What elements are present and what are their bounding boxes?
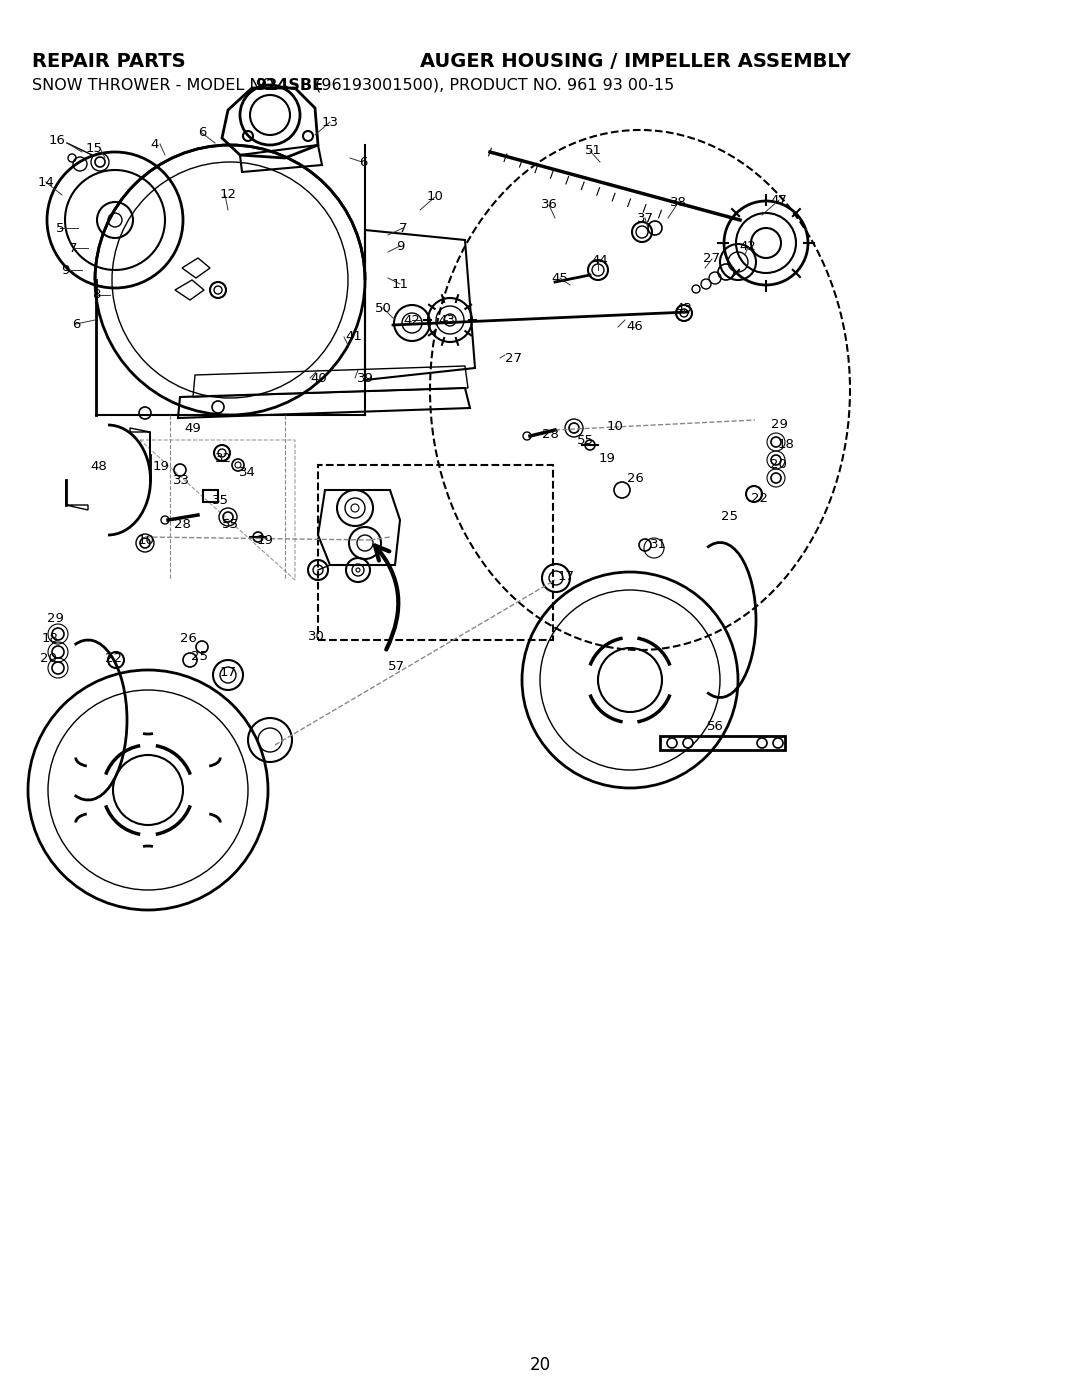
Text: REPAIR PARTS: REPAIR PARTS: [32, 52, 186, 71]
Text: 30: 30: [308, 630, 324, 643]
Text: 27: 27: [703, 253, 720, 265]
Text: 37: 37: [636, 211, 653, 225]
Text: 38: 38: [670, 197, 687, 210]
Text: 34: 34: [239, 467, 256, 479]
Text: 6: 6: [359, 155, 367, 169]
Text: 29: 29: [770, 418, 787, 430]
Text: 5: 5: [56, 222, 64, 235]
Text: 10: 10: [137, 534, 154, 546]
Text: AUGER HOUSING / IMPELLER ASSEMBLY: AUGER HOUSING / IMPELLER ASSEMBLY: [420, 52, 851, 71]
Text: 22: 22: [105, 652, 121, 665]
Text: 11: 11: [391, 278, 408, 291]
Text: 13: 13: [322, 116, 338, 129]
Text: 6: 6: [198, 127, 206, 140]
Text: 28: 28: [174, 518, 190, 531]
Text: 18: 18: [778, 437, 795, 450]
Text: 25: 25: [721, 510, 739, 522]
Text: 42: 42: [740, 240, 756, 253]
Text: 9: 9: [395, 239, 404, 253]
Text: 49: 49: [185, 422, 201, 434]
Text: 48: 48: [91, 460, 107, 472]
Text: 7: 7: [399, 222, 407, 235]
Text: 45: 45: [552, 271, 568, 285]
Text: 19: 19: [598, 451, 616, 464]
Text: 27: 27: [504, 352, 522, 365]
Text: 28: 28: [541, 427, 558, 440]
Text: 29: 29: [46, 612, 64, 624]
Text: 43: 43: [438, 313, 456, 327]
Text: 4: 4: [151, 137, 159, 151]
Text: 26: 26: [179, 631, 197, 644]
Text: 20: 20: [770, 458, 786, 472]
Text: (96193001500), PRODUCT NO. 961 93 00-15: (96193001500), PRODUCT NO. 961 93 00-15: [310, 78, 674, 94]
Text: 16: 16: [49, 134, 66, 147]
Text: 25: 25: [191, 650, 208, 662]
Text: 10: 10: [607, 420, 623, 433]
Text: 9: 9: [60, 264, 69, 277]
Text: 19: 19: [257, 534, 273, 546]
Text: 26: 26: [626, 472, 644, 485]
Text: 36: 36: [541, 198, 557, 211]
Text: 924SBE: 924SBE: [255, 78, 323, 94]
Text: 41: 41: [346, 331, 363, 344]
Text: 32: 32: [215, 451, 231, 464]
Text: 39: 39: [356, 372, 374, 384]
Text: 8: 8: [92, 289, 100, 302]
Text: 50: 50: [375, 302, 391, 314]
Text: 35: 35: [212, 493, 229, 507]
Text: 18: 18: [41, 631, 58, 644]
Text: 20: 20: [40, 651, 56, 665]
Text: 12: 12: [219, 189, 237, 201]
Text: 17: 17: [219, 665, 237, 679]
Text: 6: 6: [71, 317, 80, 331]
Text: 56: 56: [706, 719, 724, 732]
Text: 43: 43: [676, 302, 692, 314]
Text: 31: 31: [649, 538, 666, 552]
Text: 19: 19: [152, 460, 170, 472]
Text: 33: 33: [173, 474, 189, 486]
Text: 14: 14: [38, 176, 54, 189]
Text: 20: 20: [529, 1356, 551, 1375]
Text: 10: 10: [427, 190, 444, 204]
Text: 46: 46: [626, 320, 644, 334]
Text: SNOW THROWER - MODEL NO.: SNOW THROWER - MODEL NO.: [32, 78, 284, 94]
Text: 44: 44: [592, 253, 608, 267]
Text: 15: 15: [85, 141, 103, 155]
Text: 40: 40: [311, 372, 327, 384]
Text: 47: 47: [770, 194, 787, 207]
Text: 7: 7: [69, 242, 78, 254]
Text: 55: 55: [577, 433, 594, 447]
Text: 51: 51: [584, 144, 602, 158]
Text: 55: 55: [221, 518, 239, 531]
Text: 17: 17: [557, 570, 575, 584]
Text: 42: 42: [404, 313, 420, 327]
Text: 22: 22: [751, 492, 768, 504]
Text: 57: 57: [388, 661, 405, 673]
